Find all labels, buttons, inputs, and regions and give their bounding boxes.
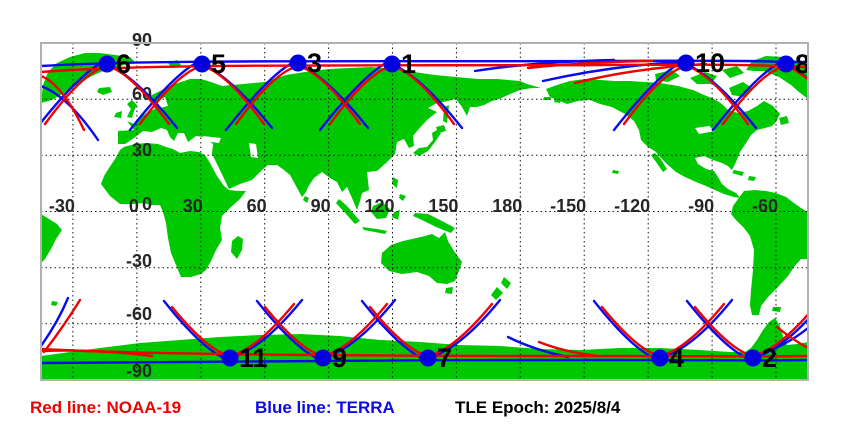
satellite-marker-number-2: 2 [762,343,777,373]
legend-terra-label: Blue line: TERRA [255,398,395,417]
marker-layer: 6 5 3 1 10 8 11 9 7 4 2 [98,48,810,373]
land-borneo [371,202,390,219]
noaa19-track-segment [41,349,154,358]
noaa19-track-segment [42,298,82,354]
land-sri-lanka [303,196,309,203]
noaa19-track-segment [41,347,808,358]
terra-track-segment [541,60,682,83]
satellite-marker-number-6: 6 [116,49,131,79]
land-south-georgia [51,301,58,306]
satellite-marker-number-9: 9 [332,343,347,373]
lon-tick-label-30: 30 [183,196,203,216]
land-hispaniola [748,176,756,181]
lon-tick-label-90: 90 [311,196,331,216]
map-border [40,42,809,381]
terra-track-segment [41,358,808,365]
noaa19-track-segment [41,74,86,132]
land-eurasia [118,67,541,210]
satellite-marker-number-4: 4 [669,343,684,373]
legend-tle-epoch: TLE Epoch: 2025/8/4 [455,398,621,417]
satellite-marker-number-1: 1 [401,49,416,79]
land-baja [651,153,667,172]
land-tasmania [445,287,453,294]
land-north-america [546,79,780,198]
noaa19-track-segment [526,59,654,70]
lat-tick-label-60: 60 [132,84,152,104]
water-caspian-sea [249,143,258,158]
lon-tick-label-120: 120 [364,196,394,216]
land-africa [101,143,246,277]
terra-track-segment [41,296,70,348]
land-hokkaido [436,125,446,133]
terra-track-segment [764,326,808,354]
lon-tick-label--30: -30 [49,196,75,216]
land-cuba [732,170,744,176]
land-arctic-island-2 [722,66,744,78]
land-japan [413,130,441,156]
land-new-guinea [413,213,455,233]
satellite-marker-dot-6 [98,55,116,73]
graticule-layer [41,43,808,380]
satellite-marker-dot-10 [677,54,695,72]
land-baffin [729,82,752,97]
satellite-marker-number-7: 7 [437,343,452,373]
terra-track-segment [41,59,808,68]
legend-noaa19-label: Red line: NOAA-19 [30,398,182,417]
land-australia [381,232,462,284]
satellite-marker-dot-4 [651,349,669,367]
satellite-marker-dot-3 [289,54,307,72]
satellite-marker-dot-5 [193,55,211,73]
satellite-marker-dot-9 [314,349,332,367]
land-sulawesi [392,210,400,220]
lat-tick-label--90: -90 [126,361,152,381]
land-luzon [392,177,398,188]
noaa19-track-segment [775,325,808,350]
satellite-marker-dot-8 [777,55,795,73]
satellite-marker-dot-1 [383,55,401,73]
satellite-marker-dot-11 [221,349,239,367]
land-java [362,227,387,234]
lon-tick-label--120: -120 [614,196,650,216]
land-iceland [97,87,112,95]
satellite-marker-dot-2 [744,349,762,367]
satellite-marker-number-10: 10 [695,48,725,78]
noaa19-track-segment [537,340,600,358]
water-black-sea [203,136,221,143]
lat-tick-label-30: 30 [132,140,152,160]
satellite-marker-number-8: 8 [795,49,810,79]
lat-tick-label--60: -60 [126,304,152,324]
lon-tick-label--60: -60 [752,196,778,216]
land-ireland [114,111,122,118]
land-newfoundland [779,116,789,125]
satellite-marker-number-11: 11 [239,343,268,373]
lon-tick-label-150: 150 [428,196,458,216]
lon-tick-label--150: -150 [550,196,586,216]
lat-tick-label-90: 90 [132,30,152,50]
tick-label-layer: -30 0 30 60 90 120 150 180 -150 -120 -90 -60 90 60 30 0… [49,30,778,381]
land-britain [127,100,137,118]
satellite-marker-number-5: 5 [211,49,226,79]
lon-tick-label-180: 180 [492,196,522,216]
land-hawaii [612,170,619,174]
land-nz-south [491,287,503,300]
satellite-marker-dot-7 [419,349,437,367]
lat-tick-label--30: -30 [126,251,152,271]
lon-tick-label-0: 0 [129,196,139,216]
land-aleutian-2 [554,99,561,103]
land-mindanao [399,194,406,201]
water-great-lakes [695,126,715,134]
lat-tick-label-0: 0 [142,194,152,214]
land-nz-north [501,277,511,289]
lon-tick-label-60: 60 [247,196,267,216]
satellite-marker-number-3: 3 [307,48,322,78]
lon-tick-label--90: -90 [688,196,714,216]
terra-track-segment [473,58,616,73]
land-madagascar [231,236,243,259]
land-south-america-east [41,214,62,263]
land-south-america-west [731,190,808,315]
